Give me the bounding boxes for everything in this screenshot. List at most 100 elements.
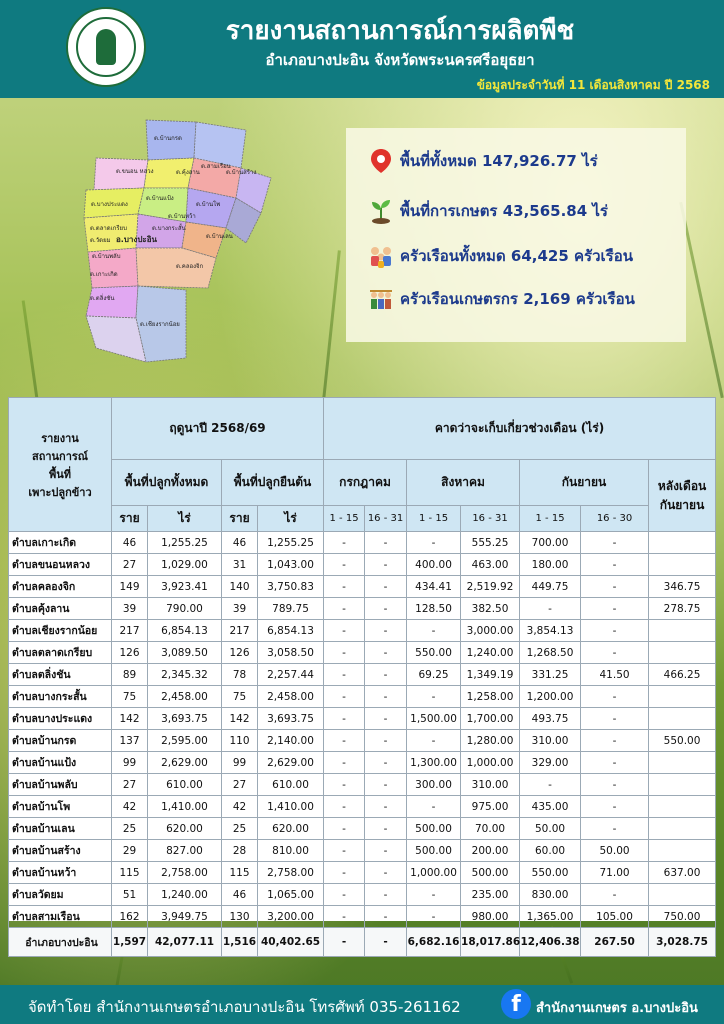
table-cell: - bbox=[580, 751, 650, 774]
table-cell: 620.00 bbox=[147, 817, 222, 840]
table-cell: 382.50 bbox=[460, 597, 521, 620]
table-cell bbox=[648, 839, 717, 862]
table-cell: 1,300.00 bbox=[406, 751, 462, 774]
table-cell: 162 bbox=[111, 905, 148, 928]
total-cell: 18,017.86 bbox=[460, 927, 520, 957]
table-cell: 42 bbox=[221, 795, 258, 818]
table-cell: 700.00 bbox=[519, 531, 582, 554]
table-cell: - bbox=[364, 839, 408, 862]
table-cell: 3,693.75 bbox=[256, 707, 325, 730]
table-cell: 3,750.83 bbox=[256, 575, 325, 598]
map-label: ต.ขนอน หลวง bbox=[116, 168, 154, 175]
table-cell: - bbox=[323, 575, 366, 598]
header-rai: ไร่ bbox=[147, 505, 222, 532]
table-cell: - bbox=[580, 597, 650, 620]
total-cell: - bbox=[364, 927, 408, 957]
table-cell: 69.25 bbox=[406, 663, 462, 686]
table-cell: 1,000.00 bbox=[406, 861, 462, 884]
table-cell: 128.50 bbox=[406, 597, 462, 620]
table-cell: 329.00 bbox=[519, 751, 582, 774]
table-cell: 2,758.00 bbox=[256, 861, 325, 884]
footer-credit: จัดทำโดย สำนักงานเกษตรอำเภอบางปะอิน โทรศ… bbox=[28, 998, 461, 1016]
table-cell: 3,058.50 bbox=[256, 641, 325, 664]
total-cell: 12,406.38 bbox=[519, 927, 582, 957]
map-label: ต.สามเรือน bbox=[201, 162, 231, 170]
table-cell: 2,519.92 bbox=[460, 575, 521, 598]
subdistrict-name: ตำบลบ้านสร้าง bbox=[8, 839, 112, 862]
total-cell: 1,597 bbox=[111, 927, 148, 957]
table-cell: 1,280.00 bbox=[460, 729, 521, 752]
table-cell bbox=[648, 751, 717, 774]
table-cell: - bbox=[580, 883, 650, 906]
table-cell: 6,854.13 bbox=[256, 619, 325, 642]
table-row: ตำบลขนอนหลวง 27 1,029.00 31 1,043.00- -400.00… bbox=[8, 553, 717, 576]
table-cell: - bbox=[323, 883, 366, 906]
table-cell: - bbox=[323, 905, 366, 928]
total-cell: 267.50 bbox=[580, 927, 650, 957]
table-cell: 137 bbox=[111, 729, 148, 752]
total-cell: - bbox=[323, 927, 366, 957]
table-cell: 50.00 bbox=[580, 839, 650, 862]
table-cell: 130 bbox=[221, 905, 258, 928]
table-cell: 2,257.44 bbox=[256, 663, 325, 686]
table-cell: 2,629.00 bbox=[256, 751, 325, 774]
table-cell: 300.00 bbox=[406, 773, 462, 796]
table-cell: 50.00 bbox=[519, 817, 582, 840]
subdistrict-name: ตำบลวัดยม bbox=[8, 883, 112, 906]
table-cell: 1,255.25 bbox=[147, 531, 222, 554]
table-cell: 1,365.00 bbox=[519, 905, 582, 928]
header-harvest: คาดว่าจะเก็บเกี่ยวช่วงเดือน (ไร่) bbox=[323, 397, 717, 460]
table-cell bbox=[648, 883, 717, 906]
table-cell: 2,595.00 bbox=[147, 729, 222, 752]
table-cell: 41.50 bbox=[580, 663, 650, 686]
facebook-icon[interactable]: f bbox=[501, 989, 531, 1019]
table-cell: - bbox=[364, 707, 408, 730]
stat-total-households: ครัวเรือนทั้งหมด 64,425 ครัวเรือน bbox=[368, 241, 633, 271]
table-cell: 500.00 bbox=[406, 839, 462, 862]
table-cell: - bbox=[323, 795, 366, 818]
table-cell: - bbox=[323, 553, 366, 576]
table-cell: - bbox=[323, 751, 366, 774]
table-cell: - bbox=[406, 795, 462, 818]
table-cell: 2,140.00 bbox=[256, 729, 325, 752]
table-cell: 610.00 bbox=[256, 773, 325, 796]
table-cell bbox=[648, 707, 717, 730]
district-total-label: อำเภอบางปะอิน bbox=[8, 927, 112, 957]
table-cell: 140 bbox=[221, 575, 258, 598]
table-cell: 3,000.00 bbox=[460, 619, 521, 642]
table-cell: 27 bbox=[111, 773, 148, 796]
table-cell: 1,240.00 bbox=[147, 883, 222, 906]
table-row: ตำบลเชียงรากน้อย 217 6,854.13 217 6,854.13- -… bbox=[8, 619, 717, 642]
subdistrict-name: ตำบลคลองจิก bbox=[8, 575, 112, 598]
map-label: ต.บ้านแป้ง bbox=[146, 195, 174, 202]
table-cell bbox=[648, 795, 717, 818]
facebook-page-name[interactable]: สำนักงานเกษตร อ.บางปะอิน bbox=[536, 1001, 698, 1016]
total-row: อำเภอบางปะอิน 1,597 42,077.11 1,516 40,402.6… bbox=[8, 927, 717, 957]
table-cell: 75 bbox=[221, 685, 258, 708]
table-cell: - bbox=[580, 817, 650, 840]
table-cell: - bbox=[323, 619, 366, 642]
header-august: สิงหาคม bbox=[406, 459, 521, 506]
table-cell: - bbox=[323, 531, 366, 554]
subdistrict-name: ตำบลขนอนหลวง bbox=[8, 553, 112, 576]
map-label: ต.คลองจิก bbox=[176, 263, 204, 270]
header-period: 1 - 15 bbox=[519, 505, 582, 532]
table-row: ตำบลบ้านแป้ง 99 2,629.00 99 2,629.00- -1,300.… bbox=[8, 751, 717, 774]
header-report: รายงาน สถานการณ์ พื้นที่ เพาะปลูกข้าว bbox=[8, 397, 112, 532]
table-cell: - bbox=[580, 553, 650, 576]
stat-farmer-households: ครัวเรือนเกษตรกร 2,169 ครัวเรือน bbox=[368, 284, 635, 314]
report-title: รายงานสถานการณ์การผลิตพืช bbox=[225, 16, 575, 46]
subdistrict-name: ตำบลบ้านกรด bbox=[8, 729, 112, 752]
table-row: ตำบลคุ้งลาน 39 790.00 39 789.75- -128.50 382.5… bbox=[8, 597, 717, 620]
table-cell: - bbox=[580, 575, 650, 598]
table-cell bbox=[648, 817, 717, 840]
table-cell: 71.00 bbox=[580, 861, 650, 884]
family-icon bbox=[371, 247, 391, 268]
table-cell: 2,629.00 bbox=[147, 751, 222, 774]
table-cell: 46 bbox=[221, 531, 258, 554]
table-cell: 1,410.00 bbox=[147, 795, 222, 818]
table-cell: 60.00 bbox=[519, 839, 582, 862]
table-cell: 827.00 bbox=[147, 839, 222, 862]
table-cell: 200.00 bbox=[460, 839, 521, 862]
table-cell: - bbox=[323, 729, 366, 752]
